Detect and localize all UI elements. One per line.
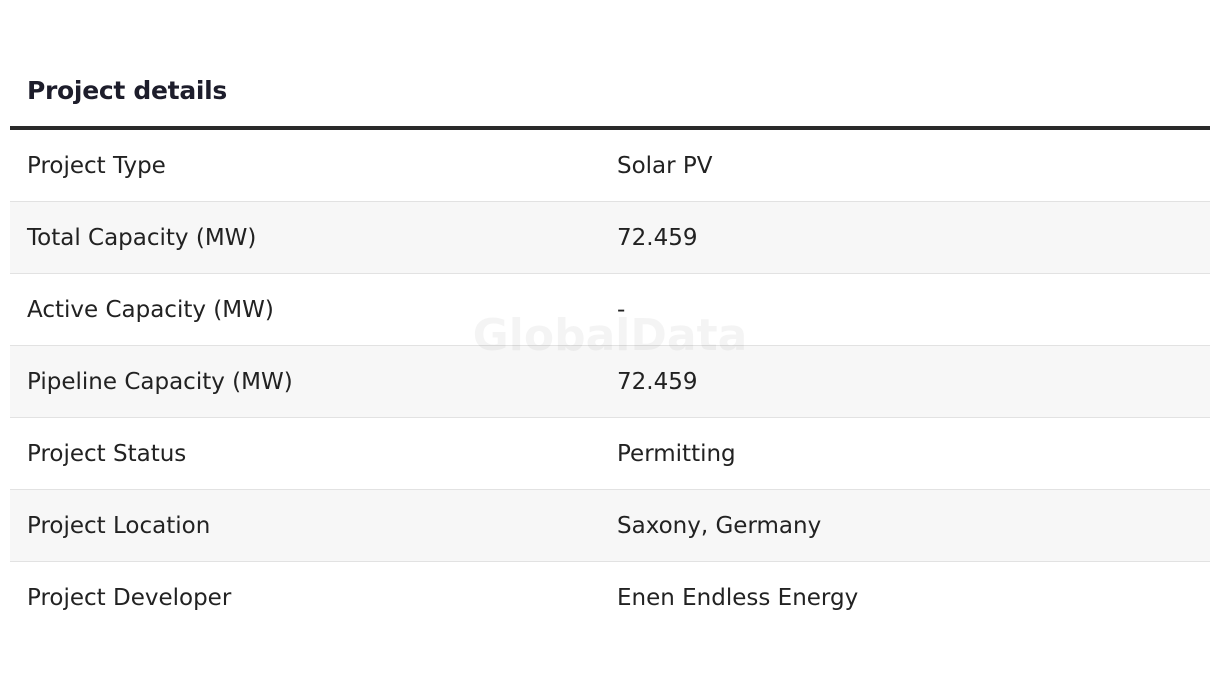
row-value: Solar PV — [617, 152, 713, 179]
table-row: Project Type Solar PV — [10, 130, 1210, 202]
row-label: Project Status — [27, 440, 187, 467]
row-label: Project Type — [27, 152, 166, 179]
row-value: 72.459 — [617, 224, 698, 251]
row-label: Active Capacity (MW) — [27, 296, 274, 323]
row-value: Saxony, Germany — [617, 512, 822, 539]
section-title: Project details — [27, 76, 228, 105]
row-label: Total Capacity (MW) — [27, 224, 257, 251]
row-label: Pipeline Capacity (MW) — [27, 368, 293, 395]
row-label: Project Location — [27, 512, 211, 539]
row-value: Permitting — [617, 440, 736, 467]
details-table: Project Type Solar PV Total Capacity (MW) 7… — [10, 126, 1210, 633]
table-row: Project Status Permitting — [10, 418, 1210, 490]
row-label: Project Developer — [27, 584, 232, 611]
row-value: Enen Endless Energy — [617, 584, 859, 611]
table-row: Project Location Saxony, Germany — [10, 490, 1210, 562]
table-row: Pipeline Capacity (MW) 72.459 — [10, 346, 1210, 418]
row-value: - — [617, 296, 626, 323]
row-value: 72.459 — [617, 368, 698, 395]
table-row: Total Capacity (MW) 72.459 — [10, 202, 1210, 274]
table-row: Project Developer Enen Endless Energy — [10, 562, 1210, 633]
table-row: Active Capacity (MW) - — [10, 274, 1210, 346]
